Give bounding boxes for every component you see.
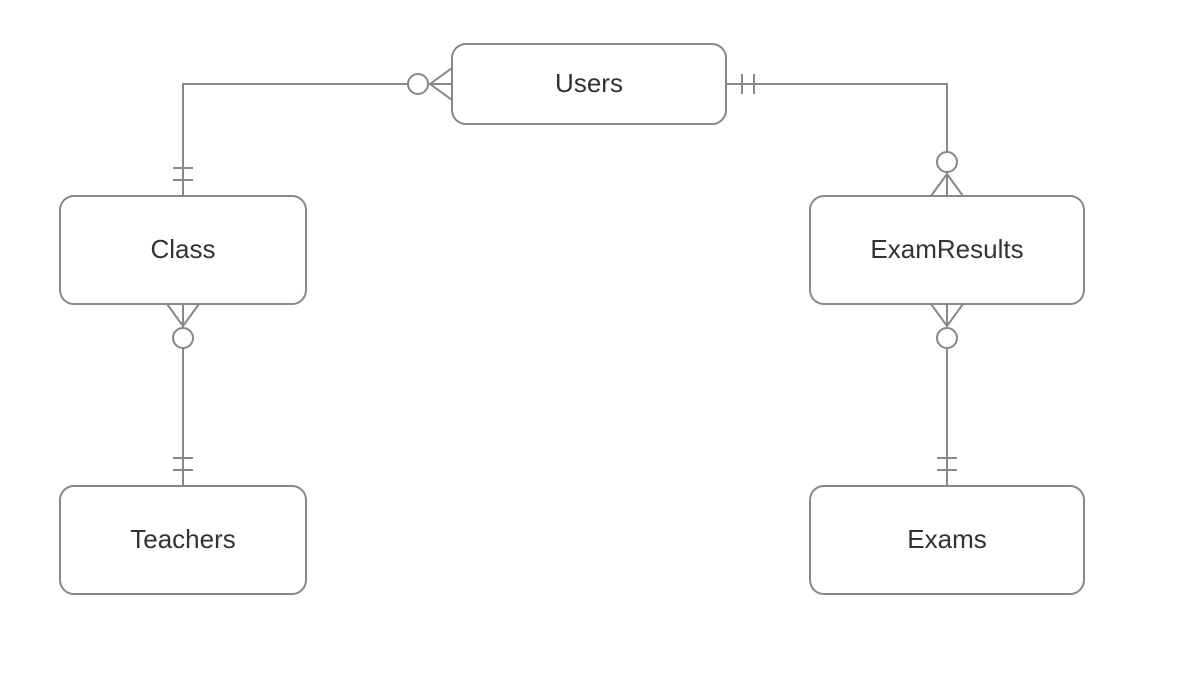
edge-users-class [173,68,452,196]
entity-label: Users [555,68,623,98]
edge-class-teachers [167,304,199,486]
cardinality-zero-circle [937,152,957,172]
crowfoot-line [183,304,199,326]
connector-line [726,84,947,196]
crowfoot-line [931,174,947,196]
crowfoot-line [947,304,963,326]
connector-line [183,84,452,196]
crowfoot-line [430,68,452,84]
entity-label: Exams [907,524,986,554]
entity-class: Class [60,196,306,304]
cardinality-zero-circle [937,328,957,348]
edge-examresults-exams [931,304,963,486]
entity-users: Users [452,44,726,124]
edge-users-examresults [726,74,963,196]
crowfoot-line [947,174,963,196]
crowfoot-line [931,304,947,326]
er-diagram-canvas: Users Class ExamResults Teachers Exams [0,0,1178,683]
entity-teachers: Teachers [60,486,306,594]
node-layer: Users Class ExamResults Teachers Exams [60,44,1084,594]
crowfoot-line [167,304,183,326]
cardinality-zero-circle [173,328,193,348]
entity-exams: Exams [810,486,1084,594]
entity-label: Teachers [130,524,236,554]
entity-examresults: ExamResults [810,196,1084,304]
cardinality-zero-circle [408,74,428,94]
crowfoot-line [430,84,452,100]
entity-label: ExamResults [870,234,1023,264]
entity-label: Class [150,234,215,264]
